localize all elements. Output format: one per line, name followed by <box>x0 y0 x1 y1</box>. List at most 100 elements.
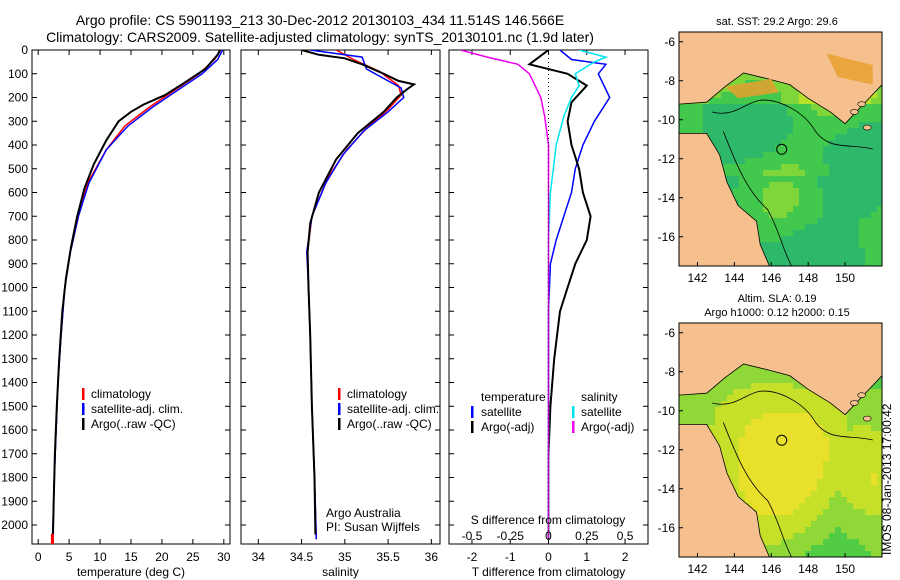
sla-data-cell <box>799 551 805 557</box>
sst-data-cell <box>721 86 727 92</box>
sst-data-cell <box>859 122 865 128</box>
sla-data-cell <box>763 491 769 497</box>
sla-data-cell <box>877 425 882 431</box>
sla-data-cell <box>799 479 805 485</box>
sla-data-cell <box>859 467 865 473</box>
sst-data-cell <box>865 176 871 182</box>
sst-data-cell <box>781 188 787 194</box>
sla-data-cell <box>721 449 727 455</box>
sst-data-cell <box>859 230 865 236</box>
sst-data-cell <box>799 146 805 152</box>
sst-data-cell <box>751 200 757 206</box>
sst-data-cell <box>757 182 763 188</box>
sst-data-cell <box>793 146 799 152</box>
sla-data-cell <box>763 515 769 521</box>
sst-data-cell <box>781 140 787 146</box>
sla-data-cell <box>877 491 882 497</box>
sst-data-cell <box>757 218 763 224</box>
sst-data-cell <box>733 104 739 110</box>
sst-data-cell <box>811 146 817 152</box>
sst-data-cell <box>775 200 781 206</box>
sla-data-cell <box>811 503 817 509</box>
sst-data-cell <box>763 140 769 146</box>
sst-data-cell <box>685 122 691 128</box>
sst-data-cell <box>757 104 763 110</box>
sst-data-cell <box>847 218 853 224</box>
sla-data-cell <box>859 431 865 437</box>
sst-data-cell <box>787 122 793 128</box>
sla-data-cell <box>829 515 835 521</box>
sst-data-cell <box>685 116 691 122</box>
sst-data-cell <box>733 176 739 182</box>
sla-data-cell <box>847 503 853 509</box>
sst-data-cell <box>829 146 835 152</box>
sla-data-cell <box>757 389 763 395</box>
sst-data-cell <box>781 230 787 236</box>
sla-data-cell <box>787 491 793 497</box>
sst-data-cell <box>877 134 882 140</box>
sla-data-cell <box>835 455 841 461</box>
sst-data-cell <box>823 248 829 254</box>
sst-data-cell <box>769 128 775 134</box>
sst-data-cell <box>859 158 865 164</box>
sst-data-cell <box>853 260 859 266</box>
sla-data-cell <box>829 413 835 419</box>
temperature-xtick-label: 15 <box>124 550 138 564</box>
legend-swatch <box>471 406 474 418</box>
salinity-xtick-label: 35.5 <box>376 550 400 564</box>
sst-data-cell <box>775 80 781 86</box>
sla-bathymetry-contour <box>712 390 873 557</box>
sst-data-cell <box>709 110 715 116</box>
sst-data-cell <box>751 170 757 176</box>
sla-data-cell <box>775 431 781 437</box>
sst-data-cell <box>757 110 763 116</box>
sla-data-cell <box>817 479 823 485</box>
sst-data-cell <box>775 188 781 194</box>
salinity-annotation-line: Argo Australia <box>326 506 401 520</box>
sst-data-cell <box>697 104 703 110</box>
sst-data-cell <box>733 146 739 152</box>
sla-data-cell <box>859 491 865 497</box>
sla-lon-tick-label: 142 <box>687 562 707 576</box>
sst-data-cell <box>829 158 835 164</box>
sst-data-cell <box>817 212 823 218</box>
sla-data-cell <box>829 449 835 455</box>
sst-data-cell <box>853 122 859 128</box>
sst-map-area <box>679 32 882 266</box>
sla-data-cell <box>763 383 769 389</box>
sla-data-cell <box>727 401 733 407</box>
sst-data-cell <box>871 164 877 170</box>
sla-data-cell <box>841 521 847 527</box>
sla-data-cell <box>679 413 685 419</box>
sla-data-cell <box>847 455 853 461</box>
sst-data-cell <box>733 194 739 200</box>
sst-data-cell <box>841 134 847 140</box>
sst-data-cell <box>751 176 757 182</box>
sst-data-cell <box>763 170 769 176</box>
sla-data-cell <box>709 413 715 419</box>
sla-data-cell <box>847 425 853 431</box>
sla-data-cell <box>793 503 799 509</box>
sst-data-cell <box>811 128 817 134</box>
sst-data-cell <box>799 152 805 158</box>
sla-data-cell <box>793 539 799 545</box>
sla-data-cell <box>781 419 787 425</box>
sst-data-cell <box>871 128 877 134</box>
sla-data-cell <box>859 413 865 419</box>
sst-data-cell <box>751 74 757 80</box>
salinity-tick-label: 0.5 <box>617 529 634 543</box>
sla-data-cell <box>763 545 769 551</box>
sst-data-cell <box>787 164 793 170</box>
temperature-xtick-label: 10 <box>93 550 107 564</box>
sst-lon-tick-label: 150 <box>835 271 855 285</box>
sst-data-cell <box>739 128 745 134</box>
sla-data-cell <box>691 413 697 419</box>
sla-data-cell <box>829 509 835 515</box>
sst-data-cell <box>811 212 817 218</box>
sst-data-cell <box>697 122 703 128</box>
sla-data-cell <box>787 473 793 479</box>
sst-data-cell <box>859 116 865 122</box>
sst-lon-tick-label: 142 <box>687 271 707 285</box>
sst-data-cell <box>739 194 745 200</box>
sst-data-cell <box>751 152 757 158</box>
